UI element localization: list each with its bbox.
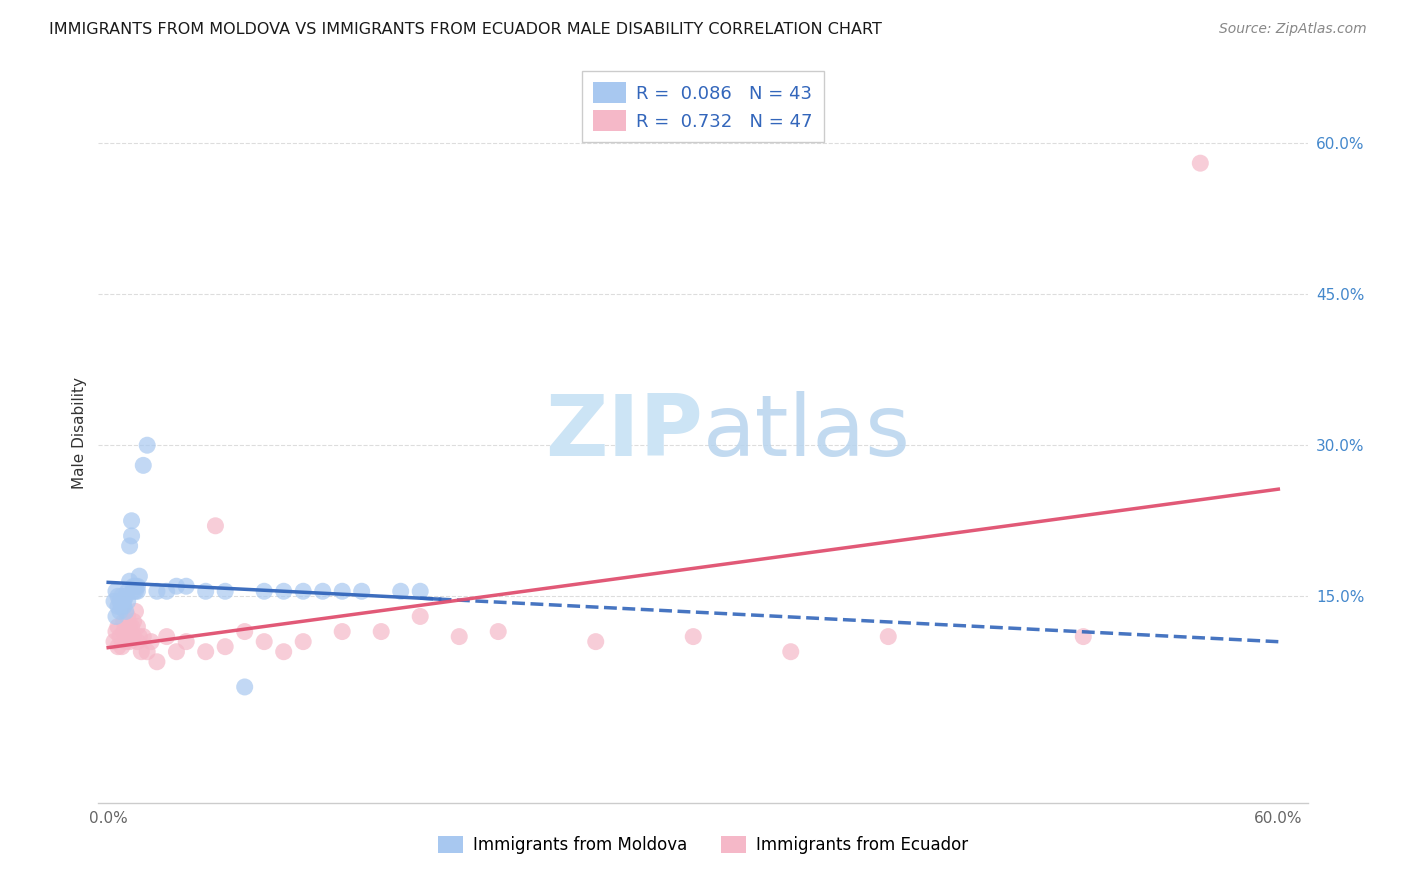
- Point: [122, 615, 145, 629]
- Point: [253, 584, 276, 599]
- Point: [1189, 156, 1212, 170]
- Point: [104, 624, 127, 639]
- Point: [108, 630, 131, 644]
- Point: [585, 634, 607, 648]
- Point: [111, 640, 134, 654]
- Point: [127, 579, 149, 593]
- Point: [214, 584, 236, 599]
- Point: [253, 634, 276, 648]
- Point: [112, 615, 135, 629]
- Y-axis label: Male Disability: Male Disability: [72, 376, 87, 489]
- Point: [121, 529, 143, 543]
- Point: [121, 630, 143, 644]
- Point: [107, 640, 129, 654]
- Point: [114, 590, 136, 604]
- Point: [449, 630, 471, 644]
- Point: [122, 584, 145, 599]
- Point: [107, 599, 129, 614]
- Point: [350, 584, 373, 599]
- Legend: Immigrants from Moldova, Immigrants from Ecuador: Immigrants from Moldova, Immigrants from…: [432, 830, 974, 861]
- Point: [233, 680, 256, 694]
- Text: Source: ZipAtlas.com: Source: ZipAtlas.com: [1219, 22, 1367, 37]
- Point: [146, 655, 169, 669]
- Point: [312, 584, 335, 599]
- Point: [104, 584, 127, 599]
- Point: [486, 624, 509, 639]
- Point: [114, 634, 136, 648]
- Point: [107, 590, 129, 604]
- Point: [118, 619, 141, 633]
- Point: [165, 645, 187, 659]
- Text: atlas: atlas: [703, 391, 911, 475]
- Point: [194, 584, 217, 599]
- Point: [165, 579, 187, 593]
- Point: [292, 584, 315, 599]
- Point: [132, 458, 155, 473]
- Point: [117, 584, 139, 599]
- Point: [292, 634, 315, 648]
- Point: [122, 579, 145, 593]
- Point: [127, 634, 149, 648]
- Point: [156, 630, 179, 644]
- Text: IMMIGRANTS FROM MOLDOVA VS IMMIGRANTS FROM ECUADOR MALE DISABILITY CORRELATION C: IMMIGRANTS FROM MOLDOVA VS IMMIGRANTS FR…: [49, 22, 882, 37]
- Point: [127, 619, 149, 633]
- Point: [409, 609, 432, 624]
- Point: [370, 624, 392, 639]
- Point: [139, 634, 162, 648]
- Point: [118, 634, 141, 648]
- Point: [118, 539, 141, 553]
- Point: [877, 630, 900, 644]
- Point: [108, 604, 131, 618]
- Point: [117, 630, 139, 644]
- Point: [122, 630, 145, 644]
- Point: [121, 514, 143, 528]
- Point: [118, 574, 141, 589]
- Point: [330, 584, 353, 599]
- Point: [103, 634, 125, 648]
- Point: [1071, 630, 1094, 644]
- Point: [131, 645, 153, 659]
- Point: [194, 645, 217, 659]
- Point: [112, 624, 135, 639]
- Point: [121, 619, 143, 633]
- Point: [117, 609, 139, 624]
- Point: [114, 604, 136, 618]
- Point: [112, 599, 135, 614]
- Point: [174, 634, 197, 648]
- Point: [330, 624, 353, 639]
- Point: [273, 584, 295, 599]
- Point: [111, 590, 134, 604]
- Point: [104, 609, 127, 624]
- Point: [132, 630, 155, 644]
- Point: [233, 624, 256, 639]
- Point: [107, 619, 129, 633]
- Point: [128, 630, 150, 644]
- Point: [389, 584, 412, 599]
- Point: [146, 584, 169, 599]
- Point: [108, 594, 131, 608]
- Point: [136, 645, 159, 659]
- Point: [124, 604, 146, 618]
- Point: [273, 645, 295, 659]
- Text: ZIP: ZIP: [546, 391, 703, 475]
- Point: [128, 569, 150, 583]
- Point: [214, 640, 236, 654]
- Point: [409, 584, 432, 599]
- Point: [112, 594, 135, 608]
- Point: [124, 579, 146, 593]
- Point: [124, 584, 146, 599]
- Point: [136, 438, 159, 452]
- Point: [117, 594, 139, 608]
- Point: [103, 594, 125, 608]
- Point: [204, 518, 226, 533]
- Point: [779, 645, 801, 659]
- Point: [111, 599, 134, 614]
- Point: [682, 630, 704, 644]
- Point: [174, 579, 197, 593]
- Point: [156, 584, 179, 599]
- Point: [127, 584, 149, 599]
